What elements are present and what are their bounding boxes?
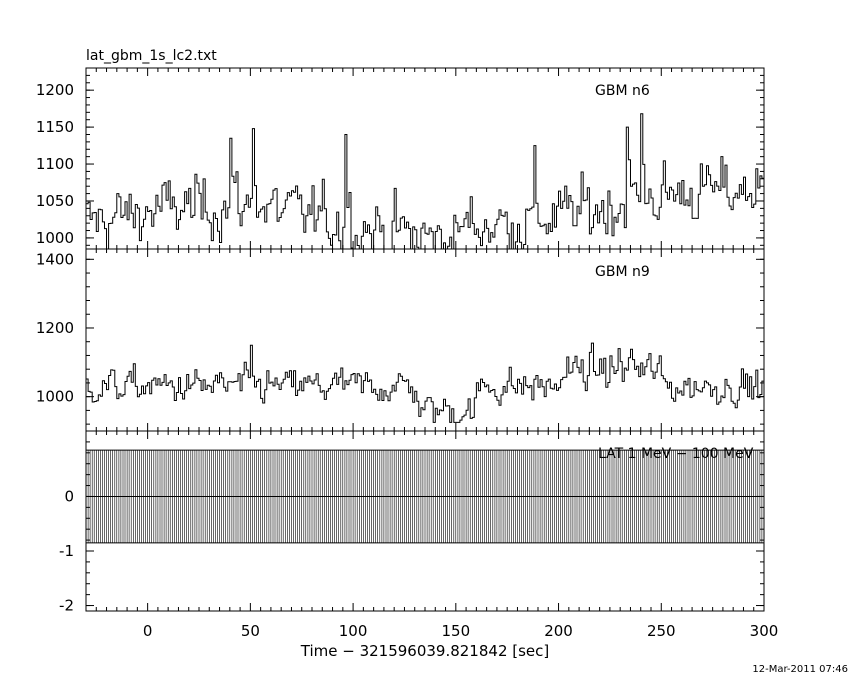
chart-title: lat_gbm_1s_lc2.txt: [86, 48, 217, 64]
x-tick-label: 250: [647, 622, 676, 640]
x-tick-label: 150: [441, 622, 470, 640]
y-tick-label: 1150: [36, 118, 74, 136]
x-tick-label: 50: [241, 622, 260, 640]
y-tick-label: 1050: [36, 192, 74, 210]
panel-frame: [85, 67, 765, 250]
x-axis-label: Time − 321596039.821842 [sec]: [300, 642, 550, 660]
y-tick-label: -2: [59, 597, 74, 615]
panel-gbm-n6: 1000 1050 1100 1150 1200 GBM n6: [36, 67, 765, 250]
y-tick-label: 1000: [36, 388, 74, 406]
y-tick-label: 1400: [36, 250, 74, 268]
x-axis: 0 50 100 150 200 250 300: [143, 622, 778, 640]
y-tick-label: 1100: [36, 155, 74, 173]
x-tick-label: 200: [544, 622, 573, 640]
y-tick-label: 1000: [36, 229, 74, 247]
x-tick-label: 300: [750, 622, 779, 640]
y-tick-label: 0: [64, 487, 74, 505]
series-label: GBM n6: [595, 83, 650, 99]
timestamp: 12-Mar-2011 07:46: [752, 664, 848, 675]
x-tick-label: 100: [339, 622, 368, 640]
series-line: [86, 342, 764, 423]
x-tick-label: 0: [143, 622, 153, 640]
series-label: GBM n9: [595, 264, 650, 280]
y-tick-label: -1: [59, 542, 74, 560]
series-line: [86, 113, 764, 250]
y-tick-label: 1200: [36, 319, 74, 337]
y-tick-label: 1200: [36, 81, 74, 99]
panel-gbm-n9: 1000 1200 1400 GBM n9: [36, 248, 765, 432]
